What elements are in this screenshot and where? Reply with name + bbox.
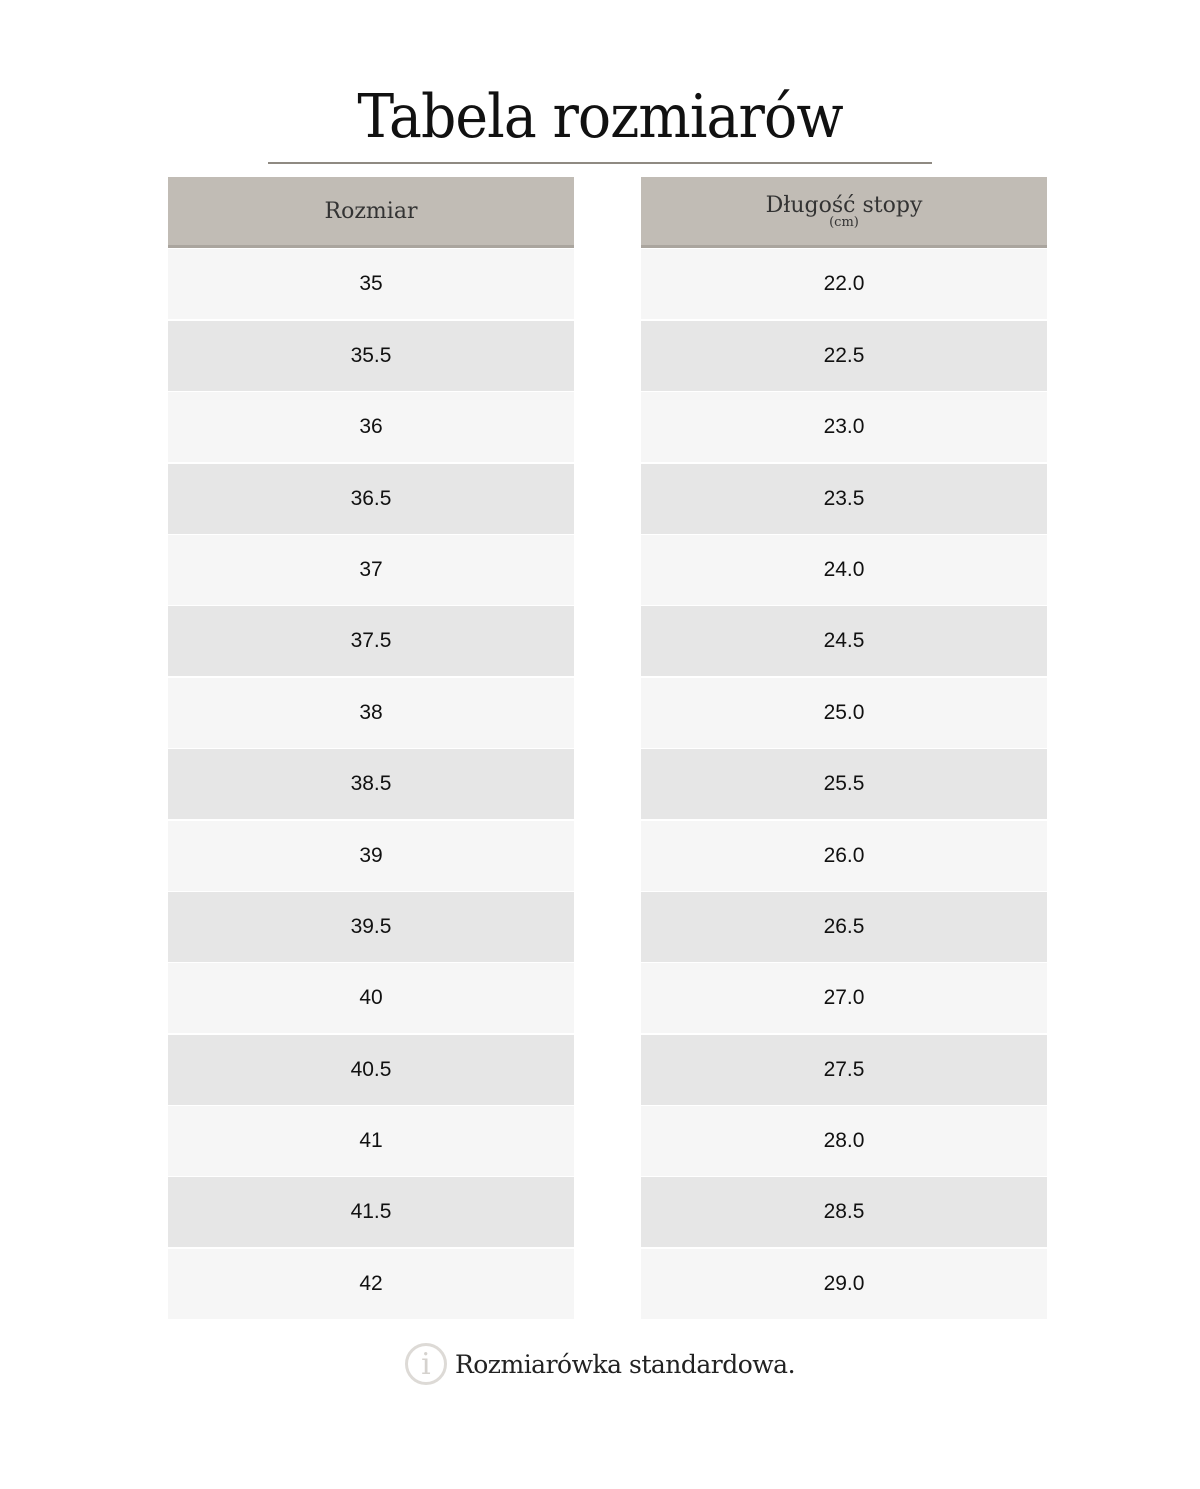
foot-length-cell: 23.5: [641, 463, 1047, 534]
foot-length-cell: 28.5: [641, 1177, 1047, 1248]
size-column: Rozmiar 35 35.5 36 36.5 37 37.5 38 38.5 39 39.5 40…: [168, 177, 574, 1319]
size-cell: 39.5: [168, 891, 574, 962]
footer-note: i Rozmiarówka standardowa.: [0, 1343, 1200, 1385]
foot-length-header-label: Długość stopy: [765, 193, 923, 218]
size-column-header: Rozmiar: [168, 177, 574, 248]
foot-length-cell: 26.5: [641, 891, 1047, 962]
foot-length-cell: 23.0: [641, 392, 1047, 463]
foot-length-cell: 27.5: [641, 1034, 1047, 1105]
foot-length-cell: 29.0: [641, 1248, 1047, 1319]
foot-length-unit: (cm): [829, 215, 859, 230]
foot-length-cell: 26.0: [641, 820, 1047, 891]
size-cell: 40.5: [168, 1034, 574, 1105]
page-title: Tabela rozmiarów: [357, 82, 843, 152]
size-cell: 42: [168, 1248, 574, 1319]
size-cell: 41.5: [168, 1177, 574, 1248]
size-cell: 39: [168, 820, 574, 891]
footer-text: Rozmiarówka standardowa.: [454, 1349, 796, 1379]
size-cell: 36: [168, 392, 574, 463]
size-cell: 35.5: [168, 320, 574, 391]
size-cell: 36.5: [168, 463, 574, 534]
foot-length-cell: 22.0: [641, 249, 1047, 320]
info-icon: i: [404, 1343, 447, 1385]
size-cell: 37: [168, 534, 574, 605]
size-cell: 37.5: [168, 606, 574, 677]
foot-length-column: Długość stopy (cm) 22.0 22.5 23.0 23.5 24.0 2…: [641, 177, 1047, 1319]
foot-length-cell: 22.5: [641, 320, 1047, 391]
foot-length-cell: 24.5: [641, 606, 1047, 677]
foot-length-cell: 25.0: [641, 677, 1047, 748]
size-cell: 38: [168, 677, 574, 748]
foot-length-cell: 28.0: [641, 1106, 1047, 1177]
size-header-label: Rozmiar: [324, 198, 418, 224]
size-cell: 35: [168, 249, 574, 320]
title-divider: [268, 162, 932, 164]
size-cell: 38.5: [168, 749, 574, 820]
size-cell: 41: [168, 1106, 574, 1177]
foot-length-column-header: Długość stopy (cm): [641, 177, 1047, 248]
foot-length-cell: 24.0: [641, 534, 1047, 605]
foot-length-cell: 27.0: [641, 963, 1047, 1034]
foot-length-cell: 25.5: [641, 749, 1047, 820]
size-cell: 40: [168, 963, 574, 1034]
